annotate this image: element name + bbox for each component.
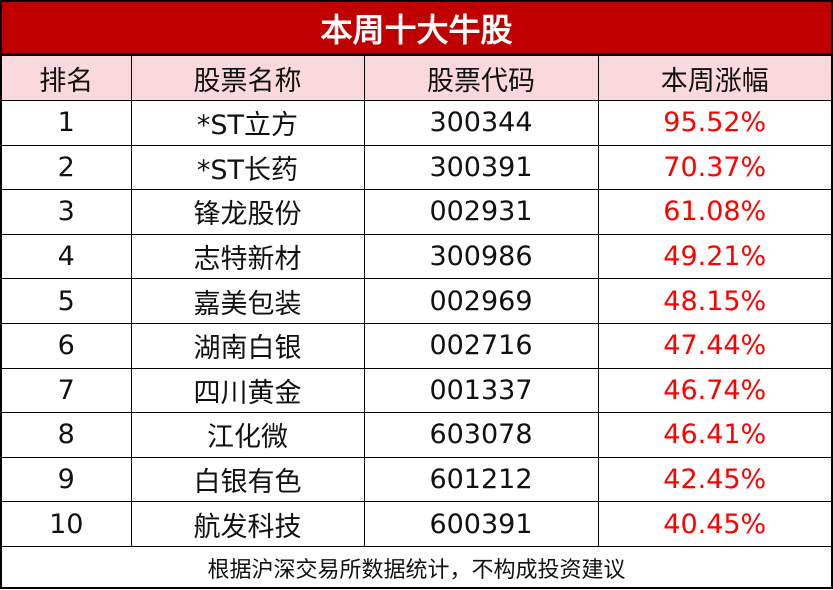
header-change: 本周涨幅 (597, 55, 831, 101)
rank-cell: 1 (2, 100, 132, 146)
name-cell: 湖南白银 (130, 322, 365, 369)
name-cell: 嘉美包装 (130, 278, 365, 324)
table-row: 10 航发科技 600391 40.45% (2, 501, 831, 547)
code-cell: 300344 (363, 100, 599, 146)
name-cell: *ST立方 (130, 100, 365, 146)
change-cell: 46.41% (597, 412, 831, 458)
header-name: 股票名称 (130, 55, 365, 101)
name-cell: 志特新材 (130, 233, 365, 280)
name-cell: 四川黄金 (130, 367, 365, 414)
disclaimer: 根据沪深交易所数据统计，不构成投资建议 (207, 558, 626, 584)
change-cell: 40.45% (597, 501, 831, 547)
table-row: 9 白银有色 601212 42.45% (2, 456, 831, 503)
header-row: 排名 股票名称 股票代码 本周涨幅 (2, 55, 831, 101)
change-cell: 70.37% (597, 144, 831, 191)
code-cell: 001337 (363, 367, 599, 414)
code-cell: 600391 (363, 501, 599, 547)
table-title: 本周十大牛股 (2, 2, 831, 55)
table-row: 5 嘉美包装 002969 48.15% (2, 278, 831, 324)
name-cell: *ST长药 (130, 144, 365, 191)
table-row: 4 志特新材 300986 49.21% (2, 233, 831, 280)
rank-cell: 10 (2, 501, 132, 547)
code-cell: 002716 (363, 322, 599, 369)
table-row: 8 江化微 603078 46.41% (2, 412, 831, 458)
name-cell: 锋龙股份 (130, 189, 365, 235)
table-row: 1 *ST立方 300344 95.52% (2, 100, 831, 146)
change-cell: 49.21% (597, 233, 831, 280)
code-cell: 601212 (363, 456, 599, 503)
header-rank: 排名 (2, 55, 132, 101)
code-cell: 002969 (363, 278, 599, 324)
rank-cell: 7 (2, 367, 132, 414)
change-cell: 42.45% (597, 456, 831, 503)
table-row: 3 锋龙股份 002931 61.08% (2, 189, 831, 235)
change-cell: 47.44% (597, 322, 831, 369)
change-cell: 46.74% (597, 367, 831, 414)
change-cell: 61.08% (597, 189, 831, 235)
table-row: 7 四川黄金 001337 46.74% (2, 367, 831, 414)
rank-cell: 5 (2, 278, 132, 324)
rank-cell: 4 (2, 233, 132, 280)
code-cell: 300986 (363, 233, 599, 280)
change-cell: 95.52% (597, 100, 831, 146)
rank-cell: 6 (2, 322, 132, 369)
rank-cell: 8 (2, 412, 132, 458)
rank-cell: 3 (2, 189, 132, 235)
name-cell: 白银有色 (130, 456, 365, 503)
table-row: 6 湖南白银 002716 47.44% (2, 322, 831, 369)
rank-cell: 9 (2, 456, 132, 503)
rank-cell: 2 (2, 144, 132, 191)
header-code: 股票代码 (363, 55, 599, 101)
name-cell: 航发科技 (130, 501, 365, 547)
change-cell: 48.15% (597, 278, 831, 324)
code-cell: 603078 (363, 412, 599, 458)
name-cell: 江化微 (130, 412, 365, 458)
top-stocks-table: 排名 股票名称 股票代码 本周涨幅 1 *ST立方 300344 95.52% 2 *ST… (2, 55, 831, 547)
code-cell: 002931 (363, 189, 599, 235)
code-cell: 300391 (363, 144, 599, 191)
table-row: 2 *ST长药 300391 70.37% (2, 144, 831, 191)
